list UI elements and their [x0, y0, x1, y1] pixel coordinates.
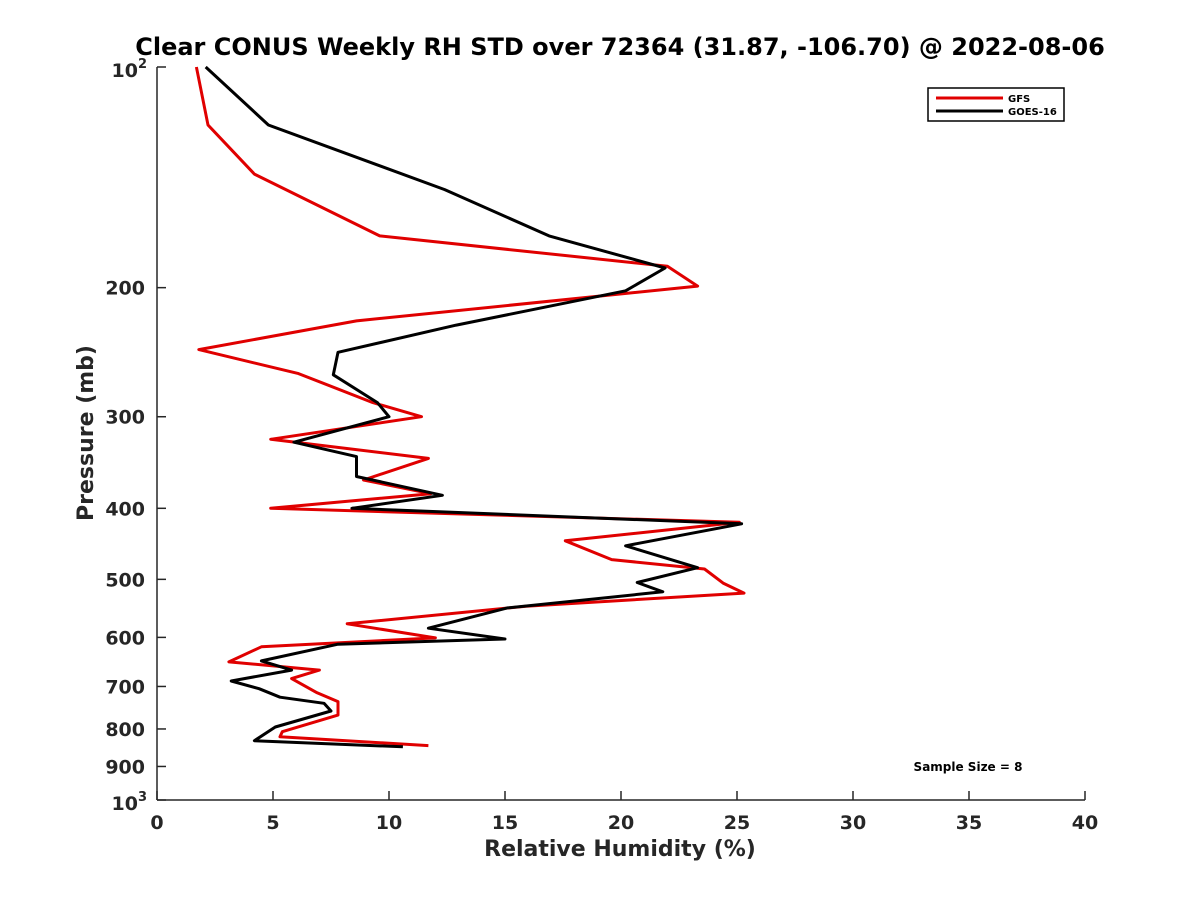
- series-line-gfs: [194, 66, 746, 748]
- legend-label: GOES-16: [1008, 107, 1057, 118]
- x-tick-label: 10: [376, 812, 402, 834]
- y-tick-label: 600: [105, 627, 145, 649]
- y-tick-label: 102: [112, 57, 148, 82]
- y-tick-label: 500: [105, 569, 145, 591]
- x-tick-label: 15: [492, 812, 518, 834]
- sample-size-annotation: Sample Size = 8: [914, 760, 1023, 774]
- series-line-goes-16: [204, 65, 744, 749]
- y-tick-label: 200: [105, 278, 145, 300]
- y-tick-label: 300: [105, 407, 145, 429]
- x-tick-label: 25: [724, 812, 750, 834]
- chart-title: Clear CONUS Weekly RH STD over 72364 (31…: [135, 33, 1105, 61]
- legend-label: GFS: [1008, 94, 1030, 105]
- x-tick-label: 5: [266, 812, 279, 834]
- x-tick-label: 20: [608, 812, 634, 834]
- y-tick-label: 103: [112, 790, 148, 815]
- y-tick-label: 700: [105, 676, 145, 698]
- legend: GFS GOES-16: [927, 87, 1065, 122]
- y-axis: 102 200 300 400 500 600 700 800 900 103: [105, 57, 166, 815]
- x-axis: 0 5 10 15 20 25 30 35 40: [150, 791, 1098, 834]
- x-tick-label: 30: [840, 812, 866, 834]
- x-tick-label: 0: [150, 812, 163, 834]
- legend-box: [927, 87, 1065, 122]
- series-layer: [194, 65, 746, 749]
- plot-area: [157, 65, 1085, 800]
- y-tick-label: 400: [105, 498, 145, 520]
- y-tick-label: 800: [105, 719, 145, 741]
- axes-background: [157, 67, 1085, 800]
- x-tick-label: 40: [1072, 812, 1098, 834]
- x-axis-label: Relative Humidity (%): [484, 837, 756, 862]
- y-tick-label: 900: [105, 756, 145, 778]
- y-axis-label: Pressure (mb): [74, 345, 99, 521]
- x-tick-label: 35: [956, 812, 982, 834]
